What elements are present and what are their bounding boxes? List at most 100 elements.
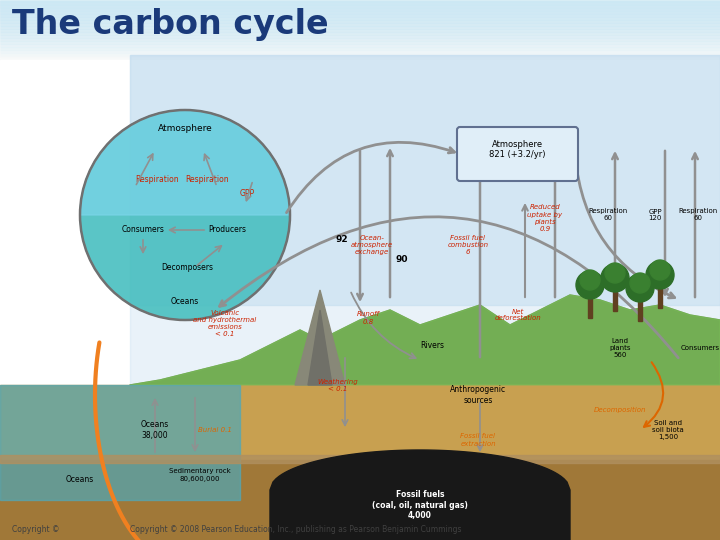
Bar xyxy=(0,47,720,48)
Bar xyxy=(0,385,720,500)
Bar xyxy=(0,36,720,37)
Bar xyxy=(0,44,720,45)
Bar xyxy=(613,286,617,311)
Bar xyxy=(0,11,720,12)
Bar xyxy=(0,12,720,13)
Bar xyxy=(0,59,720,60)
Bar xyxy=(0,48,720,49)
Wedge shape xyxy=(80,110,290,215)
Text: Land
plants
560: Land plants 560 xyxy=(609,338,631,358)
Text: Burial 0.1: Burial 0.1 xyxy=(198,427,232,433)
Bar xyxy=(0,9,720,10)
Circle shape xyxy=(605,263,625,283)
Bar xyxy=(0,0,720,1)
Bar xyxy=(0,6,720,7)
Text: 92: 92 xyxy=(336,235,348,245)
Bar xyxy=(638,296,642,321)
Bar xyxy=(0,2,720,3)
Text: Copyright © 2008 Pearson Education, Inc., publishing as Pearson Benjamin Cumming: Copyright © 2008 Pearson Education, Inc.… xyxy=(130,525,462,535)
Bar xyxy=(0,6,720,8)
Text: Copyright ©: Copyright © xyxy=(12,525,60,535)
Bar xyxy=(130,55,720,305)
Bar xyxy=(0,38,720,39)
Bar xyxy=(0,55,720,56)
Circle shape xyxy=(80,110,290,320)
Bar xyxy=(0,41,720,42)
Bar xyxy=(0,20,720,21)
Text: Producers: Producers xyxy=(208,226,246,234)
Bar xyxy=(0,46,720,48)
Text: Atmosphere: Atmosphere xyxy=(158,124,212,133)
Bar xyxy=(0,40,720,41)
Bar xyxy=(0,21,720,22)
Bar xyxy=(0,28,720,29)
Circle shape xyxy=(626,274,654,302)
Text: Rivers: Rivers xyxy=(420,341,444,349)
Bar xyxy=(0,53,720,54)
Text: Fossil fuels
(coal, oil, natural gas)
4,000: Fossil fuels (coal, oil, natural gas) 4,… xyxy=(372,490,468,520)
Bar xyxy=(0,49,720,50)
Bar xyxy=(130,55,720,385)
Bar xyxy=(0,8,720,9)
Text: The carbon cycle: The carbon cycle xyxy=(12,8,328,41)
Circle shape xyxy=(646,261,674,289)
Text: Oceans: Oceans xyxy=(66,476,94,484)
Bar xyxy=(0,26,720,27)
Bar xyxy=(0,60,720,540)
Circle shape xyxy=(630,273,650,293)
Bar xyxy=(0,25,720,26)
Bar xyxy=(0,42,720,43)
Text: Decomposers: Decomposers xyxy=(161,262,213,272)
Polygon shape xyxy=(270,450,570,540)
Bar xyxy=(0,33,720,34)
Bar xyxy=(0,385,240,500)
Bar xyxy=(0,460,720,540)
Bar xyxy=(0,1,720,2)
Bar xyxy=(0,18,720,19)
Text: Respiration
60: Respiration 60 xyxy=(678,208,718,221)
Text: Reduced
uptake by
plants
0.9: Reduced uptake by plants 0.9 xyxy=(528,204,562,232)
Bar xyxy=(0,32,720,33)
FancyBboxPatch shape xyxy=(457,127,578,181)
Bar xyxy=(0,57,720,58)
Text: Volcanic
and hydrothermal
emissions
< 0.1: Volcanic and hydrothermal emissions < 0.… xyxy=(194,310,256,337)
Bar xyxy=(0,33,720,35)
Bar xyxy=(0,15,720,16)
Text: Decomposition: Decomposition xyxy=(594,407,647,413)
Polygon shape xyxy=(130,295,720,540)
Bar xyxy=(0,17,720,18)
Bar xyxy=(0,19,720,21)
Text: GPP: GPP xyxy=(240,188,255,198)
Bar xyxy=(0,13,720,14)
Bar xyxy=(588,293,592,318)
Circle shape xyxy=(601,264,629,292)
Text: Ocean-
atmosphere
exchange: Ocean- atmosphere exchange xyxy=(351,235,393,255)
Text: Fossil fuel
extraction: Fossil fuel extraction xyxy=(460,434,496,447)
Bar xyxy=(0,54,720,55)
Bar xyxy=(0,3,720,4)
Text: Runoff
0.8: Runoff 0.8 xyxy=(356,312,379,325)
Text: Consumers: Consumers xyxy=(680,345,719,351)
Polygon shape xyxy=(308,310,332,385)
Text: Oceans
38,000: Oceans 38,000 xyxy=(141,420,169,440)
Bar xyxy=(0,58,720,59)
Circle shape xyxy=(576,271,604,299)
Bar xyxy=(0,27,720,28)
Text: Net
deforestation: Net deforestation xyxy=(495,308,541,321)
Bar xyxy=(0,39,720,40)
Text: Atmosphere
821 (+3.2/yr): Atmosphere 821 (+3.2/yr) xyxy=(490,140,546,159)
Polygon shape xyxy=(295,290,345,385)
Bar xyxy=(0,43,720,44)
Bar xyxy=(0,4,720,5)
Bar xyxy=(0,50,720,51)
Bar xyxy=(0,14,720,15)
Bar xyxy=(0,45,720,46)
Bar xyxy=(0,37,720,38)
Bar xyxy=(0,455,720,463)
Bar xyxy=(0,56,720,57)
Bar xyxy=(0,23,720,24)
Text: Soil and
soil biota
1,500: Soil and soil biota 1,500 xyxy=(652,420,684,440)
Text: Weathering
< 0.1: Weathering < 0.1 xyxy=(318,379,359,392)
Bar xyxy=(658,283,662,308)
Bar xyxy=(0,30,720,31)
